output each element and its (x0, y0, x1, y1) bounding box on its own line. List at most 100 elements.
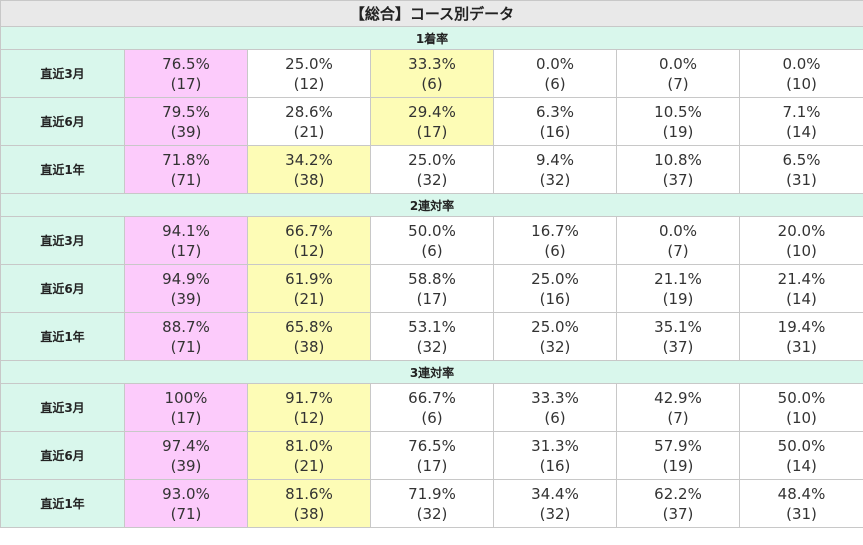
sample-count: (10) (786, 408, 817, 427)
stat-cell: 94.1% (17) (124, 216, 248, 265)
rate-value: 81.0% (285, 436, 333, 455)
rate-value: 91.7% (285, 388, 333, 407)
stat-cell: 58.8% (17) (370, 264, 494, 313)
sample-count: (14) (786, 289, 817, 308)
stat-cell: 25.0% (12) (247, 49, 371, 98)
rate-value: 6.5% (782, 150, 821, 169)
sample-count: (39) (170, 289, 202, 308)
period-label: 直近3月 (0, 216, 125, 265)
sample-count: (21) (293, 456, 325, 475)
rate-value: 20.0% (777, 221, 826, 240)
period-label: 直近3月 (0, 49, 125, 98)
sample-count: (38) (293, 504, 325, 523)
section-title: 2連対率 (0, 193, 863, 217)
sample-count: (71) (170, 337, 202, 356)
sample-count: (37) (662, 337, 694, 356)
stat-cell: 21.1% (19) (616, 264, 740, 313)
stat-cell: 34.2% (38) (247, 145, 371, 194)
period-label: 直近1年 (0, 479, 125, 528)
sample-count: (31) (786, 337, 817, 356)
sample-count: (17) (170, 408, 202, 427)
sample-count: (71) (170, 504, 202, 523)
rate-value: 42.9% (654, 388, 702, 407)
stat-cell: 93.0% (71) (124, 479, 248, 528)
rate-value: 50.0% (777, 388, 826, 407)
period-label: 直近1年 (0, 145, 125, 194)
stat-cell: 53.1% (32) (370, 312, 494, 361)
sample-count: (16) (539, 289, 571, 308)
sample-count: (12) (293, 241, 325, 260)
stat-cell: 35.1% (37) (616, 312, 740, 361)
table-row: 直近3月 100% (17) 91.7% (12) 66.7% (6) 33.3% (6) 42.… (0, 383, 863, 432)
sample-count: (14) (786, 456, 817, 475)
stat-cell: 0.0% (7) (616, 49, 740, 98)
sample-count: (10) (786, 241, 817, 260)
stat-cell: 33.3% (6) (493, 383, 617, 432)
rate-value: 93.0% (162, 484, 210, 503)
sample-count: (38) (293, 170, 325, 189)
rate-value: 25.0% (531, 317, 579, 336)
stat-cell: 19.4% (31) (739, 312, 863, 361)
rate-value: 48.4% (777, 484, 826, 503)
period-label: 直近6月 (0, 264, 125, 313)
sample-count: (16) (539, 122, 571, 141)
sample-count: (31) (786, 170, 817, 189)
rate-value: 79.5% (162, 102, 210, 121)
stat-cell: 16.7% (6) (493, 216, 617, 265)
stat-cell: 66.7% (12) (247, 216, 371, 265)
sample-count: (32) (539, 504, 571, 523)
stat-cell: 28.6% (21) (247, 97, 371, 146)
rate-value: 19.4% (777, 317, 826, 336)
sample-count: (7) (667, 74, 689, 93)
sample-count: (32) (416, 170, 448, 189)
sample-count: (19) (662, 456, 694, 475)
rate-value: 94.9% (162, 269, 210, 288)
period-label: 直近1年 (0, 312, 125, 361)
stat-cell: 65.8% (38) (247, 312, 371, 361)
sample-count: (6) (421, 74, 443, 93)
table-row: 直近6月 94.9% (39) 61.9% (21) 58.8% (17) 25.0% (16)… (0, 264, 863, 313)
rate-value: 0.0% (658, 221, 698, 240)
stat-cell: 9.4% (32) (493, 145, 617, 194)
sample-count: (10) (786, 74, 817, 93)
section-header-row: 1着率 (0, 26, 863, 50)
table-row: 直近1年 71.8% (71) 34.2% (38) 25.0% (32) 9.4% (32) 1… (0, 145, 863, 194)
stat-cell: 57.9% (19) (616, 431, 740, 480)
stat-cell: 81.0% (21) (247, 431, 371, 480)
stat-cell: 0.0% (6) (493, 49, 617, 98)
section-title: 3連対率 (0, 360, 863, 384)
stat-cell: 79.5% (39) (124, 97, 248, 146)
rate-value: 50.0% (408, 221, 456, 240)
rate-value: 31.3% (531, 436, 579, 455)
rate-value: 33.3% (408, 54, 456, 73)
stat-cell: 0.0% (7) (616, 216, 740, 265)
table-row: 直近3月 76.5% (17) 25.0% (12) 33.3% (6) 0.0% (6) 0.0… (0, 49, 863, 98)
sample-count: (17) (416, 289, 448, 308)
rate-value: 21.1% (654, 269, 702, 288)
sample-count: (21) (293, 122, 325, 141)
sample-count: (6) (544, 408, 566, 427)
stat-cell: 21.4% (14) (739, 264, 863, 313)
rate-value: 76.5% (162, 54, 210, 73)
rate-value: 0.0% (782, 54, 821, 73)
section-title: 1着率 (0, 26, 863, 50)
stat-cell: 48.4% (31) (739, 479, 863, 528)
title-row: 【総合】コース別データ (0, 0, 863, 27)
sample-count: (6) (421, 408, 443, 427)
rate-value: 35.1% (654, 317, 702, 336)
rate-value: 88.7% (162, 317, 210, 336)
stat-cell: 6.5% (31) (739, 145, 863, 194)
rate-value: 66.7% (408, 388, 456, 407)
period-label: 直近6月 (0, 431, 125, 480)
period-label: 直近3月 (0, 383, 125, 432)
rate-value: 29.4% (408, 102, 456, 121)
sample-count: (38) (293, 337, 325, 356)
stat-cell: 6.3% (16) (493, 97, 617, 146)
stat-cell: 62.2% (37) (616, 479, 740, 528)
stat-cell: 61.9% (21) (247, 264, 371, 313)
table-row: 直近6月 79.5% (39) 28.6% (21) 29.4% (17) 6.3% (16) 1… (0, 97, 863, 146)
stat-cell: 42.9% (7) (616, 383, 740, 432)
sample-count: (32) (416, 337, 448, 356)
rate-value: 66.7% (285, 221, 333, 240)
rate-value: 25.0% (285, 54, 333, 73)
